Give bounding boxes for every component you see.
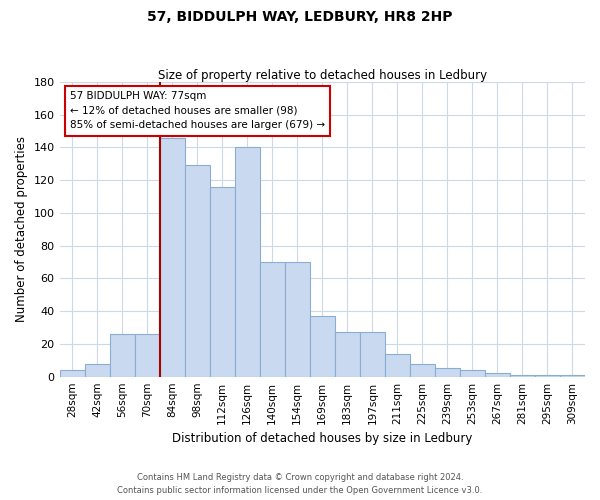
Bar [235, 148, 260, 376]
Bar [260, 262, 285, 376]
Text: 57, BIDDULPH WAY, LEDBURY, HR8 2HP: 57, BIDDULPH WAY, LEDBURY, HR8 2HP [147, 10, 453, 24]
Bar [435, 368, 460, 376]
Bar [285, 262, 310, 376]
Bar [560, 375, 585, 376]
Text: 57 BIDDULPH WAY: 77sqm
← 12% of detached houses are smaller (98)
85% of semi-det: 57 BIDDULPH WAY: 77sqm ← 12% of detached… [70, 91, 325, 130]
Bar [209, 187, 235, 376]
X-axis label: Distribution of detached houses by size in Ledbury: Distribution of detached houses by size … [172, 432, 472, 445]
Bar [85, 364, 110, 376]
Bar [410, 364, 435, 376]
Bar [59, 370, 85, 376]
Bar [110, 334, 134, 376]
Text: Contains HM Land Registry data © Crown copyright and database right 2024.
Contai: Contains HM Land Registry data © Crown c… [118, 474, 482, 495]
Bar [160, 138, 185, 376]
Bar [385, 354, 410, 376]
Title: Size of property relative to detached houses in Ledbury: Size of property relative to detached ho… [158, 69, 487, 82]
Y-axis label: Number of detached properties: Number of detached properties [15, 136, 28, 322]
Bar [360, 332, 385, 376]
Bar [310, 316, 335, 376]
Bar [510, 375, 535, 376]
Bar [460, 370, 485, 376]
Bar [134, 334, 160, 376]
Bar [185, 166, 209, 376]
Bar [335, 332, 360, 376]
Bar [485, 374, 510, 376]
Bar [535, 375, 560, 376]
